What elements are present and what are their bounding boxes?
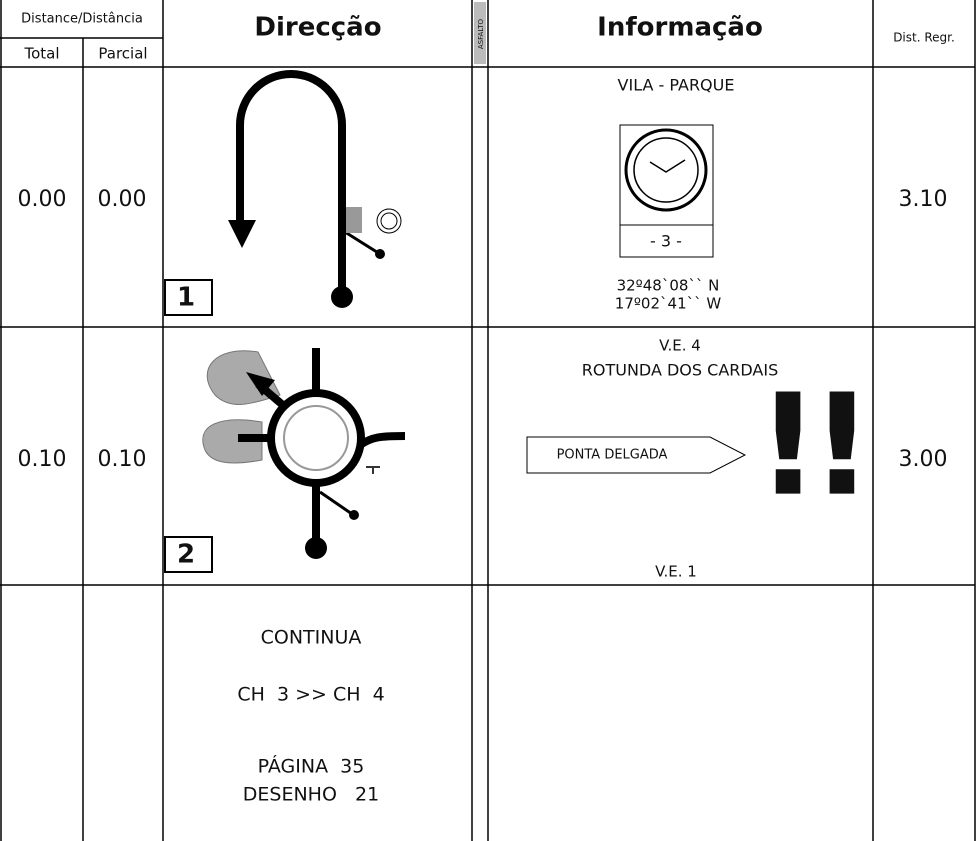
roundabout-inner [283,405,349,471]
marker [346,207,362,233]
box-number: 2 [177,540,195,570]
box [164,279,213,316]
regr: 3.00 [899,447,948,472]
direction-sign [526,436,747,474]
direction-note: CONTINUA [261,627,362,649]
road [236,70,346,297]
start-dot [305,537,327,559]
direction-note: CH 3 >> CH 4 [237,684,384,706]
partial: 0.00 [98,187,147,212]
warning: !! [756,365,864,528]
header-direction: Direcção [254,13,381,43]
side-dot [375,249,385,259]
header-total: Total [23,45,59,63]
partial: 0.10 [98,447,147,472]
box-number: 1 [177,283,195,313]
side-road [344,230,381,256]
direction-note: DESENHO 21 [243,784,379,806]
header-dist-regr: Dist. Regr. [893,31,955,45]
clock [633,137,699,203]
regr: 3.10 [899,187,948,212]
clock-hands [649,159,686,173]
clock-icon [376,208,402,234]
header-surface: ASFALTO [477,18,485,49]
info-bottom: V.E. 1 [655,563,697,581]
header-partial: Parcial [98,45,147,63]
total: 0.00 [18,187,67,212]
tulip-uturn [236,70,381,297]
sign-label-box [619,224,714,258]
arrow-head [228,220,256,248]
start-dot [331,286,353,308]
coord: 17º02`41`` W [615,295,722,313]
header-info: Informação [597,13,763,43]
clock [624,128,708,212]
total: 0.10 [18,447,67,472]
arrow-head [246,372,275,396]
direction-sign-text: PONTA DELGADA [557,448,668,463]
header-distance: Distance/Distância [21,12,143,27]
info-top: ROTUNDA DOS CARDAIS [582,361,778,380]
side-dot [349,510,359,520]
clock-icon [380,212,398,230]
shade [202,419,263,464]
direction-note: PÁGINA 35 [258,755,365,778]
road [357,432,406,449]
box [164,536,213,573]
surface-band [474,2,486,64]
sign-label: - 3 - [650,232,682,251]
side-road [319,490,353,516]
coord: 32º48`08`` N [617,277,720,295]
sign-icon [366,466,380,474]
info-title: VILA - PARQUE [618,76,735,95]
info-top: V.E. 4 [659,337,701,355]
